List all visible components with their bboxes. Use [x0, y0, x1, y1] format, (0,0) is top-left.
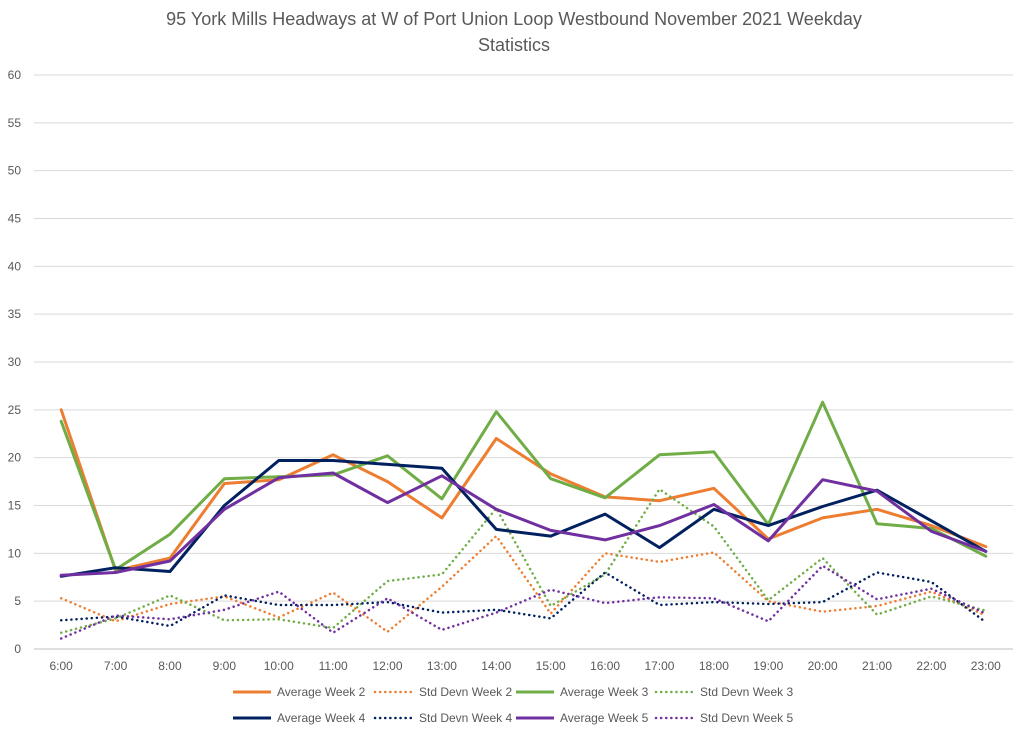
x-axis: 6:00 7:00 8:00 9:00 10:00 11:00 12:00 13:00 14:0…: [50, 659, 1002, 673]
series-line-std-devn-week-4: [59, 571, 988, 628]
y-tick-label: 25: [8, 403, 22, 417]
y-tick-label: 0: [14, 642, 21, 656]
x-tick-label: 20:00: [808, 659, 838, 673]
y-tick-label: 35: [8, 307, 22, 321]
legend-label: Std Devn Week 4: [419, 711, 512, 725]
series-line-average-week-3: [59, 400, 988, 572]
legend-label: Std Devn Week 5: [700, 711, 793, 725]
legend: Average Week 2 Std Devn Week 2 Average Wee…: [233, 685, 793, 725]
y-tick-label: 15: [8, 499, 22, 513]
x-tick-label: 23:00: [971, 659, 1001, 673]
y-tick-label: 55: [8, 116, 22, 130]
y-tick-label: 20: [8, 451, 22, 465]
x-tick-label: 15:00: [536, 659, 566, 673]
legend-label: Average Week 5: [560, 711, 649, 725]
legend-label: Average Week 4: [277, 711, 366, 725]
x-tick-label: 11:00: [319, 659, 348, 673]
x-tick-label: 16:00: [590, 659, 620, 673]
y-tick-label: 60: [8, 68, 22, 82]
y-tick-label: 5: [14, 594, 21, 608]
x-tick-label: 19:00: [753, 659, 783, 673]
x-tick-label: 17:00: [644, 659, 674, 673]
legend-label: Average Week 2: [277, 685, 366, 699]
y-tick-label: 10: [8, 546, 22, 560]
x-tick-label: 12:00: [373, 659, 403, 673]
legend-label: Average Week 3: [560, 685, 649, 699]
x-tick-label: 22:00: [916, 659, 946, 673]
x-tick-label: 21:00: [862, 659, 892, 673]
chart-title-line-2: Statistics: [478, 35, 550, 55]
legend-label: Std Devn Week 3: [700, 685, 793, 699]
y-tick-label: 45: [8, 212, 22, 226]
x-tick-label: 18:00: [699, 659, 729, 673]
legend-label: Std Devn Week 2: [419, 685, 512, 699]
y-tick-label: 40: [8, 259, 22, 273]
y-axis: 0 5 10 15 20 25 30 35 40 45 50 55 60: [8, 68, 22, 656]
x-tick-label: 13:00: [427, 659, 457, 673]
series-line-average-week-5: [59, 471, 988, 577]
chart-title-line-1: 95 York Mills Headways at W of Port Unio…: [166, 9, 862, 29]
y-tick-label: 50: [8, 164, 22, 178]
x-tick-label: 10:00: [264, 659, 294, 673]
series-lines: [59, 400, 988, 640]
x-tick-label: 9:00: [213, 659, 237, 673]
x-tick-label: 6:00: [50, 659, 74, 673]
x-tick-label: 8:00: [158, 659, 182, 673]
series-line-average-week-2: [59, 408, 988, 573]
x-tick-label: 14:00: [481, 659, 511, 673]
x-tick-label: 7:00: [104, 659, 128, 673]
y-tick-label: 30: [8, 355, 22, 369]
